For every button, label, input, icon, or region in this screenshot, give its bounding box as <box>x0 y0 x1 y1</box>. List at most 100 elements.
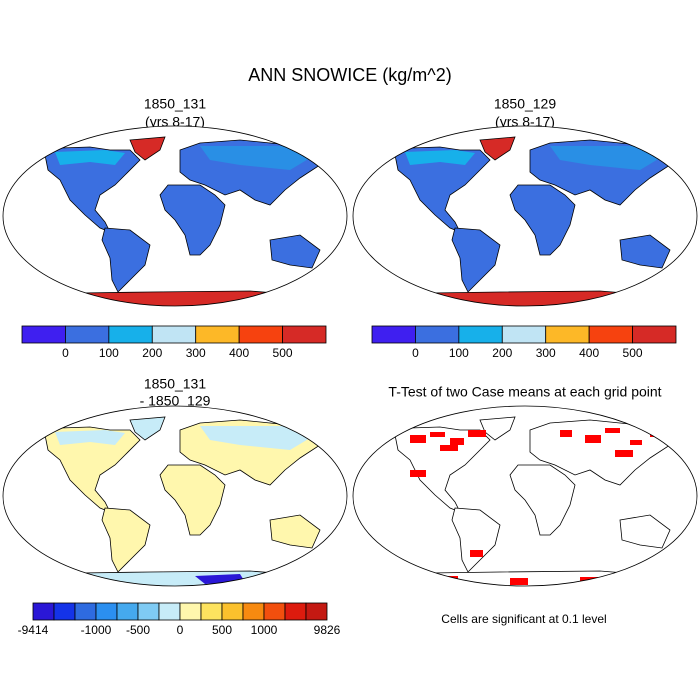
colorbar-box <box>32 602 55 621</box>
colorbar-box <box>415 325 460 344</box>
map-outline <box>2 405 348 587</box>
colorbar-label: 500 <box>623 346 643 360</box>
colorbar-box <box>501 325 547 344</box>
colorbar-box <box>458 325 503 344</box>
antarctica <box>18 570 331 586</box>
significance-cell <box>630 440 642 445</box>
colorbar-label: 500 <box>273 346 293 360</box>
significance-cell <box>430 432 445 437</box>
snow-patch <box>200 146 315 170</box>
colorbar-label: 400 <box>579 346 599 360</box>
colorbar-box <box>282 325 327 344</box>
panel-title: T-Test of two Case means at each grid po… <box>388 384 661 400</box>
colorbar-box <box>305 602 328 621</box>
continent <box>619 514 671 549</box>
colorbar-box <box>545 325 590 344</box>
colorbar-box <box>74 602 97 621</box>
colorbar-label: 300 <box>186 346 206 360</box>
map-panel <box>2 405 348 587</box>
map-outline <box>352 405 698 587</box>
colorbar-box <box>195 325 240 344</box>
panel-subtitle: (yrs 8-17) <box>145 114 205 130</box>
snow-patch <box>55 430 125 445</box>
colorbar-box <box>65 325 110 344</box>
colorbar-box <box>137 602 160 621</box>
colorbar: 0 100 200 300 400 500 <box>371 325 677 360</box>
colorbar-box <box>158 602 181 621</box>
greenland <box>479 136 516 161</box>
map-panel <box>352 125 698 307</box>
colorbar-label: 100 <box>449 346 469 360</box>
colorbar-label: 300 <box>536 346 556 360</box>
map-outline <box>2 125 348 307</box>
map-outline <box>352 125 698 307</box>
colorbar-label: 500 <box>212 623 232 637</box>
colorbar-box <box>371 325 416 344</box>
continent <box>619 234 671 269</box>
panel-title: 1850_129 <box>494 96 557 112</box>
continent <box>269 514 321 549</box>
continent <box>509 464 576 536</box>
continent <box>101 507 151 573</box>
colorbar-label: -500 <box>126 623 150 637</box>
colorbar-box <box>242 602 265 621</box>
panel-subtitle: (yrs 8-17) <box>495 114 555 130</box>
panel-title: 1850_131 <box>144 96 207 112</box>
colorbar-label: 0 <box>62 346 69 360</box>
significance-cell <box>630 580 642 585</box>
significance-cell <box>615 450 633 457</box>
snow-patch <box>405 150 475 165</box>
continent <box>101 227 151 293</box>
significance-cell <box>510 578 528 585</box>
colorbar: 0 100 200 300 400 500 <box>21 325 327 360</box>
colorbar-label: 100 <box>99 346 119 360</box>
colorbar-label: 0 <box>177 623 184 637</box>
colorbar-label: -1000 <box>81 623 112 637</box>
map-panel <box>2 125 348 307</box>
colorbar-box <box>108 325 153 344</box>
significance-cell <box>605 428 620 433</box>
continent <box>44 426 141 513</box>
greenland <box>129 416 166 441</box>
continent <box>44 146 141 233</box>
significance-cell <box>468 430 486 437</box>
significance-cell <box>440 445 458 451</box>
significance-cell <box>410 435 426 443</box>
continent <box>159 464 226 536</box>
continent <box>451 227 501 293</box>
significance-cell <box>585 435 601 443</box>
continent <box>509 184 576 256</box>
panel-subtitle: - 1850_129 <box>140 393 211 409</box>
colorbar-box <box>238 325 283 344</box>
colorbar-box <box>632 325 677 344</box>
map-panel <box>352 405 698 587</box>
colorbar: -9414 -1000 -500 0 500 1000 9826 <box>18 602 341 637</box>
colorbar-label: 200 <box>142 346 162 360</box>
colorbar-box <box>179 602 202 621</box>
significance-cell <box>560 430 572 437</box>
snow-patch <box>550 146 665 170</box>
colorbar-box <box>284 602 307 621</box>
figure-title: ANN SNOWICE (kg/m^2) <box>248 65 451 85</box>
significance-cell <box>390 582 407 586</box>
colorbar-label: 400 <box>229 346 249 360</box>
significance-cell <box>450 438 464 445</box>
colorbar-box <box>263 602 286 621</box>
colorbar-box <box>151 325 197 344</box>
colorbar-box <box>53 602 76 621</box>
significance-cell <box>650 432 668 437</box>
colorbar-box <box>221 602 244 621</box>
snow-patch <box>200 426 315 450</box>
antarctica <box>368 290 681 306</box>
colorbar-label: 0 <box>412 346 419 360</box>
colorbar-label: 9826 <box>314 623 341 637</box>
continent <box>269 234 321 269</box>
continent <box>451 507 501 573</box>
snow-patch <box>55 150 125 165</box>
maps <box>2 125 698 587</box>
significance-cell <box>470 550 483 557</box>
colorbar-label: -9414 <box>18 623 49 637</box>
antarctica <box>18 290 331 306</box>
colorbar-box <box>116 602 139 621</box>
